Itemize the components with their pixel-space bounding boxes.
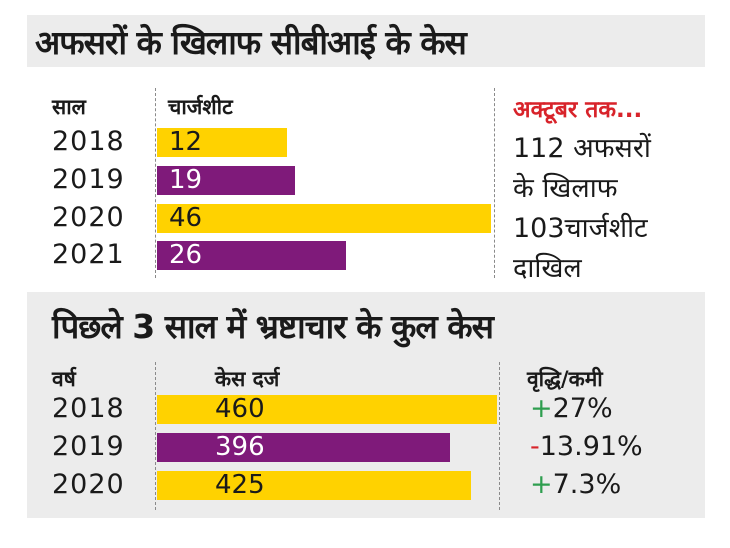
bar: 425 [157, 470, 472, 500]
note-heading: अक्टूबर तक... [513, 97, 643, 123]
year-label: 2019 [52, 431, 125, 462]
change-sign: + [530, 469, 553, 500]
year-label: 2018 [52, 126, 125, 157]
bar: 26 [157, 240, 346, 270]
bar: 460 [157, 394, 497, 424]
chart2-year-header: वर्ष [52, 367, 76, 391]
note-line-3: 103चार्जशीट [513, 213, 648, 244]
change-value: +27% [530, 393, 613, 424]
bar-value-label: 460 [215, 394, 265, 424]
change-sign: - [530, 431, 540, 462]
bar: 396 [157, 432, 450, 462]
bar: 19 [157, 165, 295, 195]
chart1-axis-line [155, 88, 156, 278]
change-value: +7.3% [530, 469, 621, 500]
chart2-title: पिछले 3 साल में भ्रष्टाचार के कुल केस [52, 307, 494, 346]
change-amount: 13.91% [539, 431, 643, 462]
chart2-divider [499, 362, 500, 510]
note-line-4: दाखिल [513, 253, 582, 284]
year-label: 2020 [52, 202, 125, 233]
change-amount: 7.3% [552, 469, 622, 500]
title-panel-1: अफसरों के खिलाफ सीबीआई के केस [27, 15, 705, 67]
chart1-divider [494, 88, 495, 278]
change-value: -13.91% [530, 431, 643, 462]
bar: 12 [157, 127, 287, 157]
change-amount: 27% [552, 393, 613, 424]
year-label: 2021 [52, 239, 125, 270]
bar: 46 [157, 203, 491, 233]
chart1-value-header: चार्जशीट [168, 95, 233, 119]
year-label: 2018 [52, 393, 125, 424]
bar-value-label: 19 [169, 165, 203, 195]
change-sign: + [530, 393, 553, 424]
chart2-value-header: केस दर्ज [215, 367, 280, 391]
bar-value-label: 396 [215, 432, 265, 462]
bar-value-label: 46 [169, 203, 203, 233]
note-line-2: के खिलाफ [513, 173, 618, 204]
note-line-1: 112 अफसरों [513, 133, 651, 164]
chart1-title: अफसरों के खिलाफ सीबीआई के केस [35, 23, 467, 62]
year-label: 2019 [52, 164, 125, 195]
chart1-year-header: साल [52, 95, 86, 119]
year-label: 2020 [52, 469, 125, 500]
chart2-change-header: वृद्धि/कमी [527, 367, 603, 391]
bar-value-label: 425 [215, 470, 265, 500]
bar-value-label: 12 [169, 127, 203, 157]
bar-value-label: 26 [169, 240, 203, 270]
chart2-axis-line [155, 362, 156, 510]
